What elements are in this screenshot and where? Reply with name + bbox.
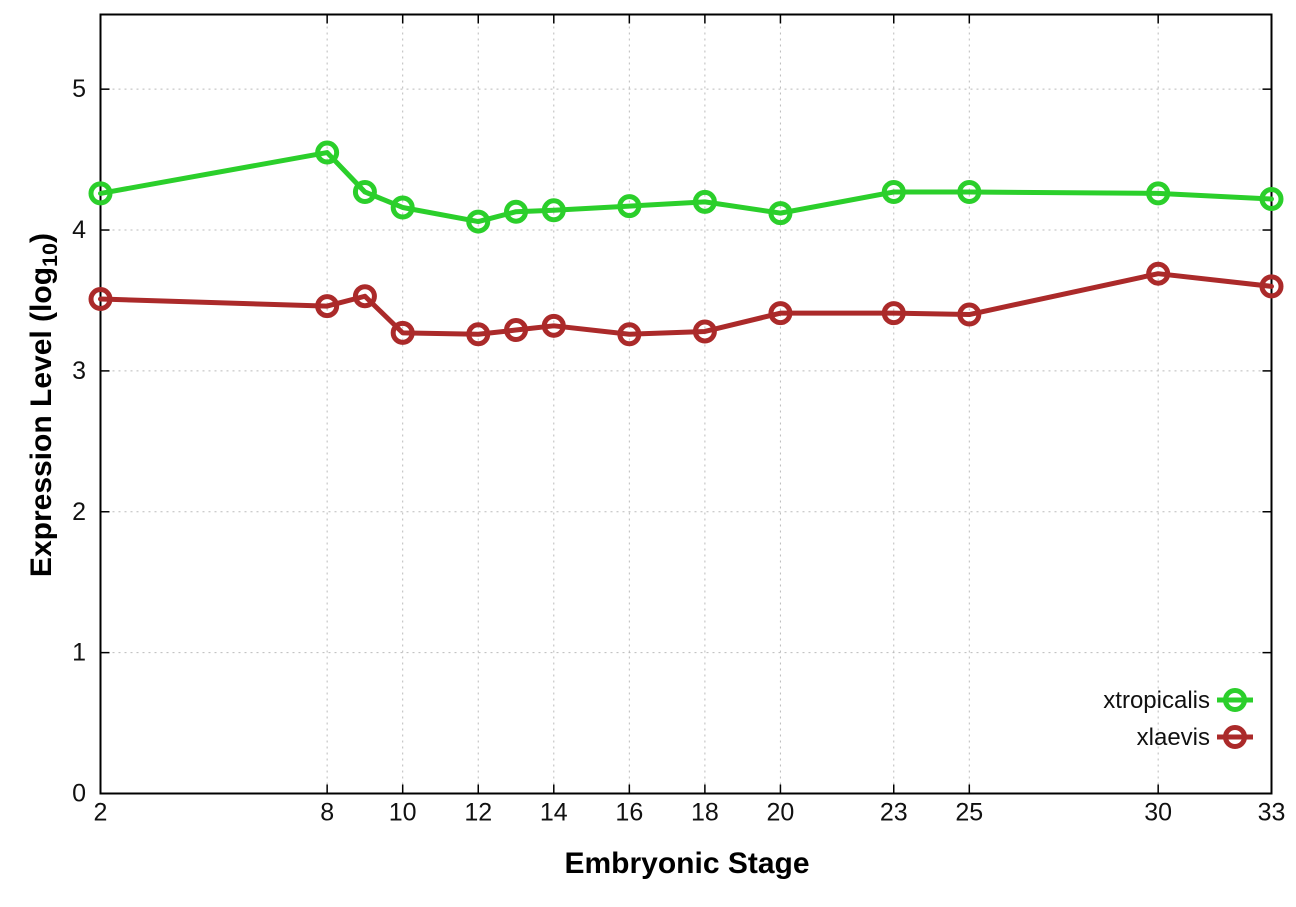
- data-point-xtropicalis: [692, 189, 717, 214]
- data-point-xlaevis: [957, 302, 982, 327]
- data-point-xtropicalis: [881, 179, 906, 204]
- y-axis-title-end: ): [25, 232, 58, 243]
- legend-sample-marker-xtropicalis: [1223, 688, 1247, 712]
- x-tick-label: 23: [880, 799, 908, 827]
- data-point-xlaevis: [1146, 261, 1171, 286]
- x-tick-label: 12: [464, 799, 492, 827]
- data-point-xtropicalis: [541, 198, 566, 223]
- y-tick-label: 0: [72, 780, 86, 808]
- x-tick-label: 14: [540, 799, 568, 827]
- legend-label-xtropicalis: xtropicalis: [1103, 687, 1210, 714]
- data-point-xtropicalis: [768, 201, 793, 226]
- data-point-xlaevis: [88, 287, 113, 312]
- legend-label-xlaevis: xlaevis: [1137, 724, 1210, 751]
- data-point-xtropicalis: [504, 199, 529, 224]
- x-tick-label: 25: [955, 799, 983, 827]
- series-line-xtropicalis: [98, 150, 1274, 225]
- y-tick-label: 3: [72, 357, 86, 385]
- data-point-xtropicalis: [617, 194, 642, 219]
- x-tick-label: 16: [615, 799, 643, 827]
- data-point-xlaevis: [352, 284, 377, 309]
- data-point-xtropicalis: [1259, 187, 1284, 212]
- data-point-xtropicalis: [352, 179, 377, 204]
- x-tick-label: 8: [320, 799, 334, 827]
- y-tick-label: 4: [72, 216, 86, 244]
- data-point-xlaevis: [390, 320, 415, 345]
- y-tick-label: 2: [72, 498, 86, 526]
- x-tick-label: 18: [691, 799, 719, 827]
- data-point-xtropicalis: [88, 181, 113, 206]
- data-point-xlaevis: [315, 294, 340, 319]
- x-tick-label: 2: [94, 799, 108, 827]
- series-line-xlaevis: [98, 271, 1274, 337]
- plot-border: [99, 13, 1273, 795]
- data-point-xlaevis: [617, 322, 642, 347]
- data-point-xlaevis: [466, 322, 491, 347]
- data-point-xtropicalis: [315, 140, 340, 165]
- data-point-xtropicalis: [957, 179, 982, 204]
- data-point-xlaevis: [541, 313, 566, 338]
- data-point-xlaevis: [1259, 274, 1284, 299]
- data-point-xlaevis: [504, 318, 529, 343]
- legend-sample-marker-xlaevis: [1223, 725, 1247, 749]
- x-axis-title: Embryonic Stage: [564, 847, 810, 880]
- data-point-xtropicalis: [390, 195, 415, 220]
- y-axis-title-main: Expression Level (log: [25, 266, 58, 578]
- x-tick-label: 30: [1144, 799, 1172, 827]
- y-tick-label: 1: [72, 639, 86, 667]
- x-tick-label: 10: [389, 799, 417, 827]
- y-axis-title-subscript: 10: [37, 242, 62, 267]
- data-point-xtropicalis: [1146, 181, 1171, 206]
- data-point-xlaevis: [692, 319, 717, 344]
- x-tick-label: 20: [767, 799, 795, 827]
- y-tick-label: 5: [72, 75, 86, 103]
- data-point-xlaevis: [881, 301, 906, 326]
- x-tick-label: 33: [1258, 799, 1286, 827]
- y-axis-title: Expression Level (log10): [25, 232, 62, 578]
- data-point-xtropicalis: [466, 209, 491, 234]
- data-point-xlaevis: [768, 301, 793, 326]
